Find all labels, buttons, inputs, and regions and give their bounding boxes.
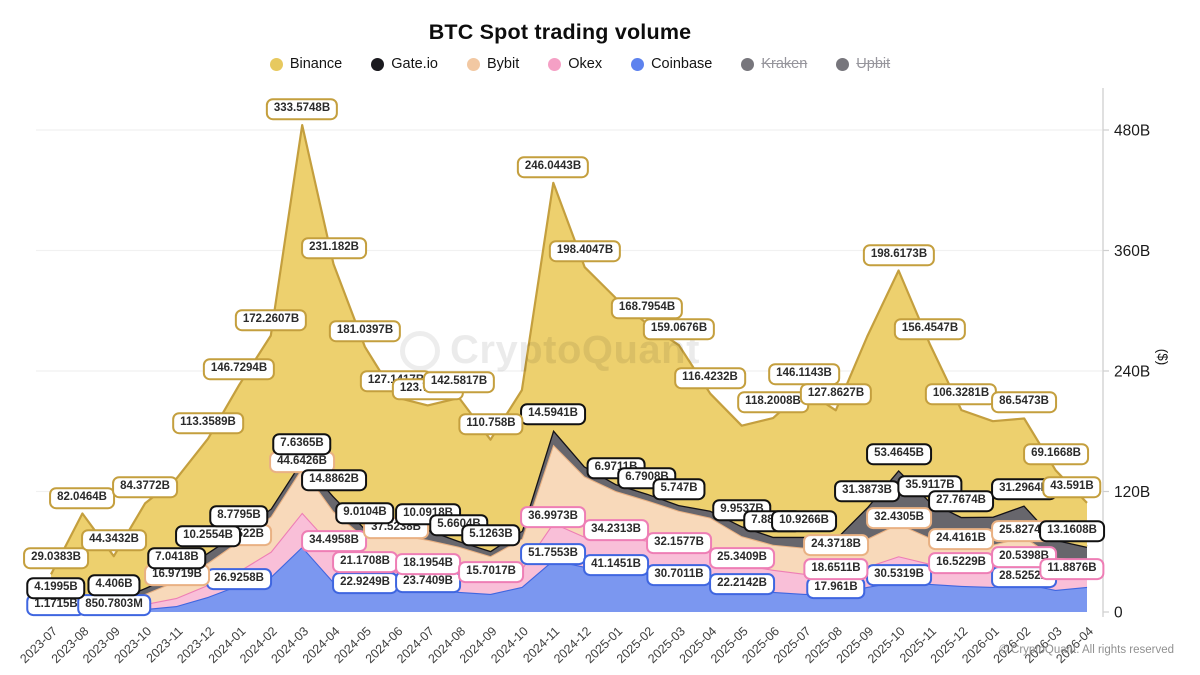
- legend-item-bybit[interactable]: Bybit: [466, 56, 520, 72]
- y-tick-label: 0: [1114, 605, 1123, 622]
- y-tick-label: 120B: [1114, 484, 1150, 501]
- legend-label: Okex: [568, 56, 603, 72]
- y-tick-label: 480B: [1114, 123, 1150, 140]
- legend-label: Upbit: [856, 56, 891, 72]
- legend-item-gateio[interactable]: Gate.io: [371, 56, 438, 72]
- legend-item-upbit[interactable]: Upbit: [836, 56, 890, 72]
- y-tick-label: 360B: [1114, 243, 1150, 260]
- legend-label: Binance: [289, 56, 343, 72]
- legend-label: Gate.io: [391, 56, 438, 72]
- chart-title: BTC Spot trading volume: [428, 20, 692, 44]
- legend-dot-icon: [836, 57, 850, 71]
- copyright-text: © CryptoQuant. All rights reserved: [999, 644, 1174, 656]
- legend-item-binance[interactable]: Binance: [269, 56, 343, 72]
- legend-item-coinbase[interactable]: Coinbase: [631, 56, 712, 72]
- legend-item-okex[interactable]: Okex: [548, 56, 602, 72]
- legend-dot-icon: [466, 57, 480, 71]
- legend-label: Bybit: [486, 56, 520, 72]
- legend-label: Coinbase: [651, 56, 713, 72]
- legend-dot-icon: [371, 57, 385, 71]
- legend-label: Kraken: [761, 56, 808, 72]
- y-tick-label: 240B: [1114, 364, 1150, 381]
- y-axis-unit-label: ($): [1155, 349, 1170, 366]
- legend-dot-icon: [548, 57, 562, 71]
- legend-dot-icon: [631, 57, 645, 71]
- legend-item-kraken[interactable]: Kraken: [741, 56, 807, 72]
- legend: Binance Gate.io Bybit Okex Coinbase Kraken Upb…: [0, 56, 1160, 72]
- legend-dot-icon: [269, 57, 283, 71]
- legend-dot-icon: [741, 57, 755, 71]
